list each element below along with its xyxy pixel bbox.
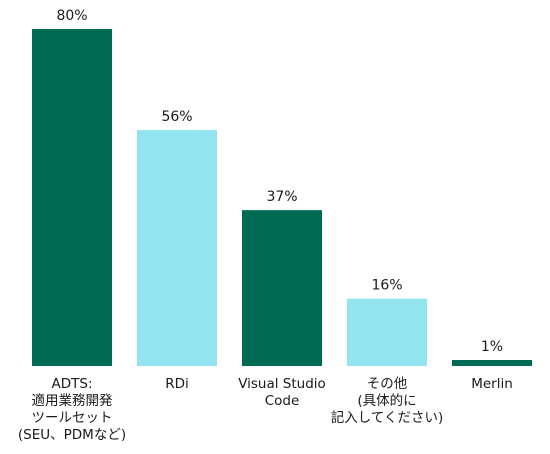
category-label-1: RDi	[165, 376, 189, 392]
category-label-3-line-1: (具体的に	[357, 393, 416, 409]
category-label-0-line-3: (SEU、PDMなど)	[18, 427, 126, 443]
category-label-0-line-1: 適用業務開発	[32, 392, 113, 409]
category-label-1-line-0: RDi	[165, 376, 189, 392]
value-labels-group: 80% 56% 37% 16% 1%	[56, 8, 503, 355]
category-label-3: その他(具体的に記入してください)	[331, 376, 443, 426]
category-label-4-line-0: Merlin	[471, 376, 513, 392]
value-label-3: 16%	[371, 278, 402, 294]
value-label-1: 56%	[161, 109, 192, 125]
category-label-0: ADTS:適用業務開発ツールセット(SEU、PDMなど)	[18, 376, 126, 443]
bars-group	[32, 29, 532, 366]
value-label-0: 80%	[56, 8, 87, 24]
value-label-4: 1%	[481, 339, 503, 355]
category-labels-group: ADTS:適用業務開発ツールセット(SEU、PDMなど) RDi Visual St…	[18, 376, 513, 443]
category-label-4: Merlin	[471, 376, 513, 392]
category-label-2-line-1: Code	[265, 393, 300, 409]
category-label-2-line-0: Visual Studio	[238, 376, 326, 392]
value-label-2: 37%	[266, 189, 297, 205]
category-label-2: Visual Studio Code	[238, 376, 326, 409]
bar-4	[452, 360, 532, 366]
category-label-3-line-0: その他	[367, 376, 408, 392]
category-label-0-line-0: ADTS:	[52, 376, 93, 392]
category-label-0-line-2: ツールセット	[32, 410, 113, 426]
bar-3	[347, 298, 427, 366]
bar-2	[242, 210, 322, 366]
bar-1	[137, 130, 217, 366]
category-label-3-line-2: 記入してください)	[331, 409, 443, 426]
bar-0	[32, 29, 112, 366]
